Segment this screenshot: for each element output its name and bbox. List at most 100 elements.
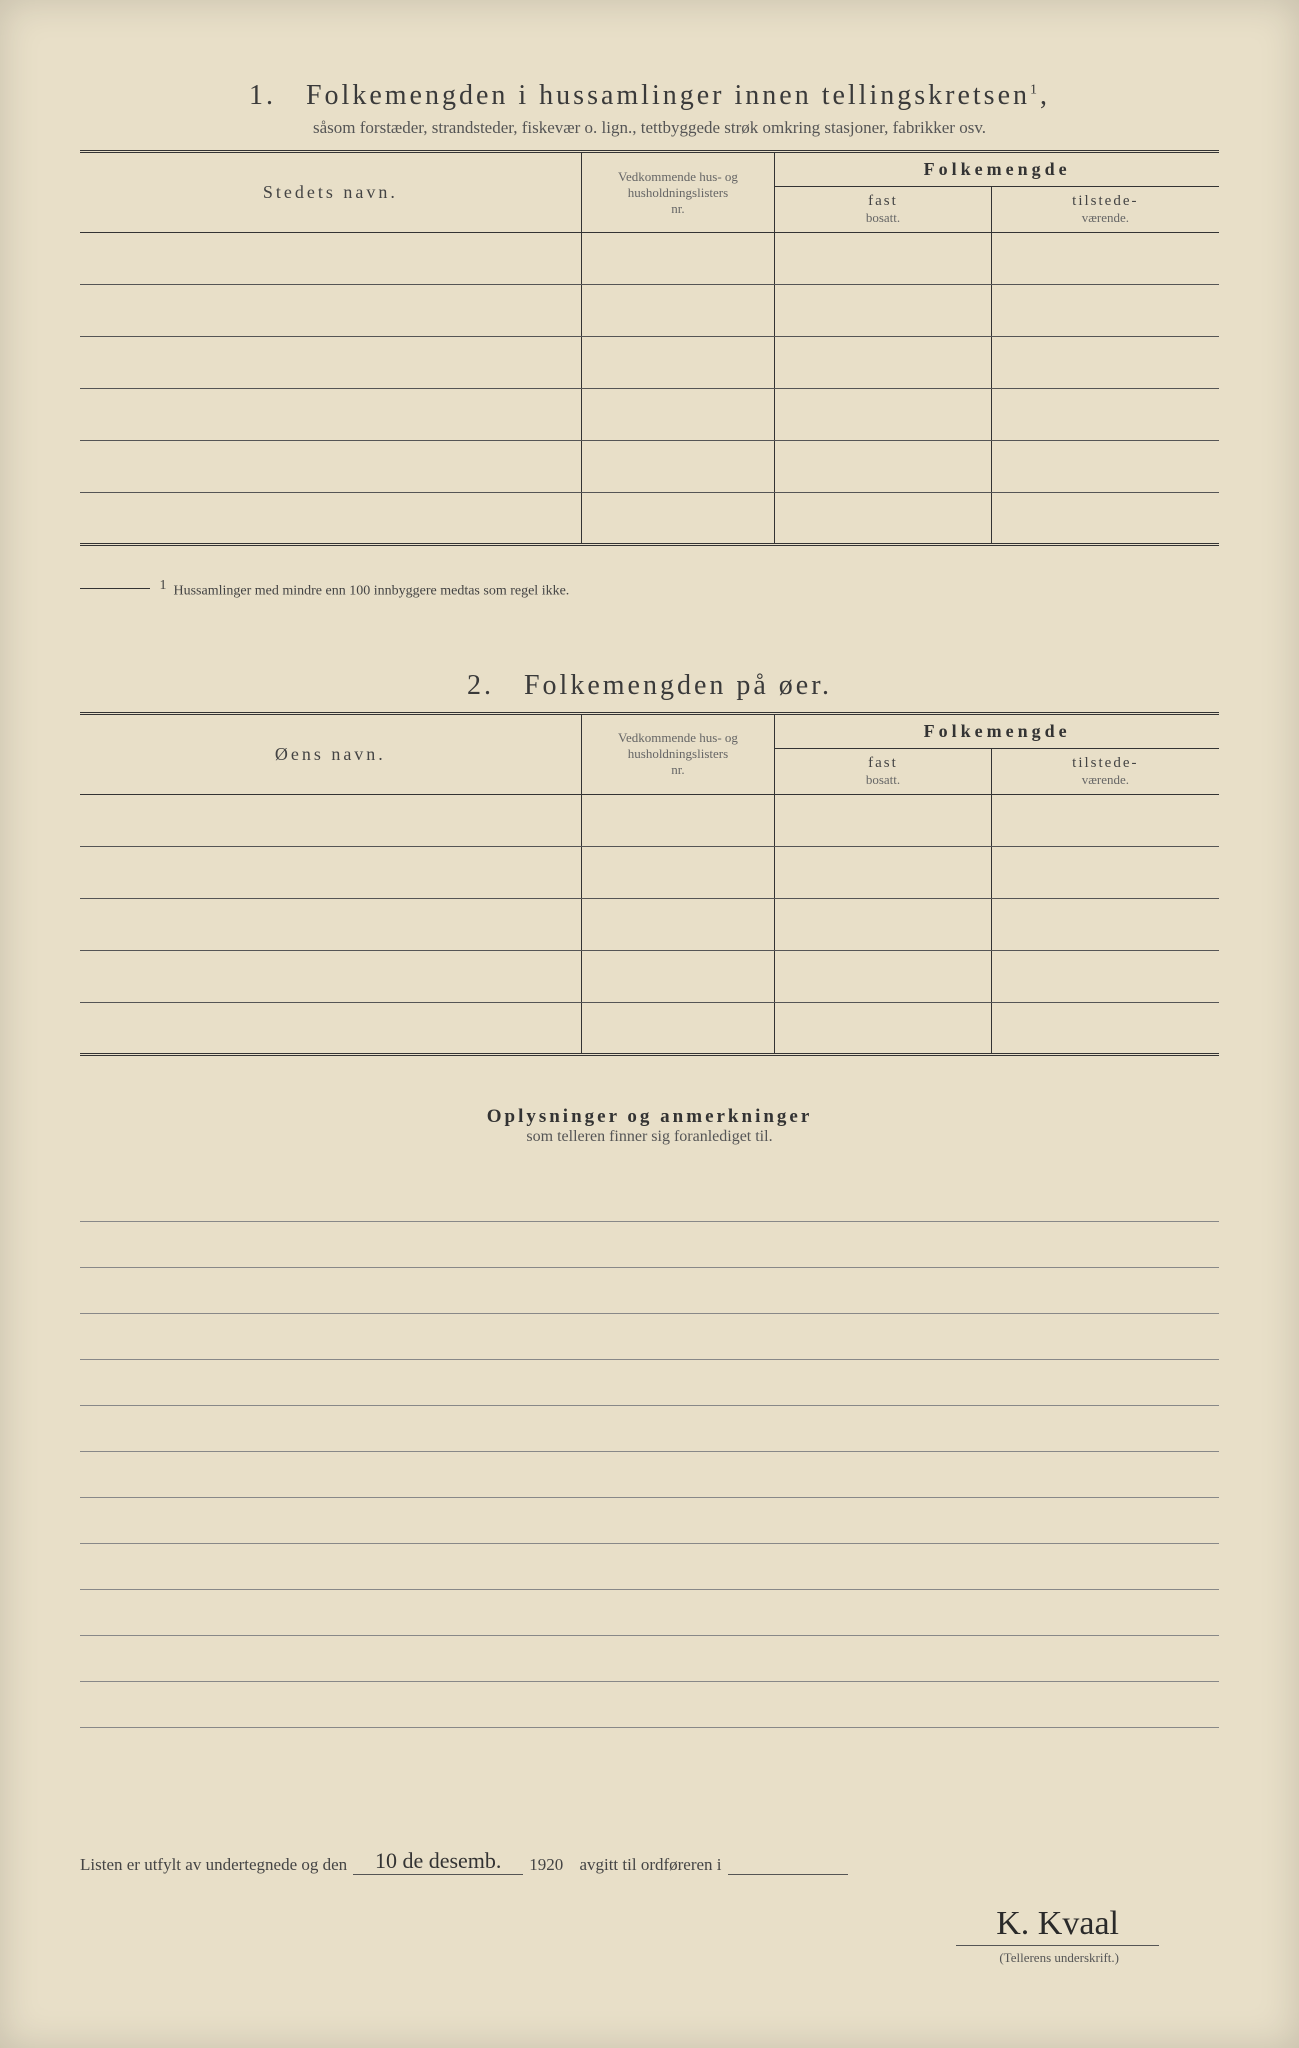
col-tilstede-l2: værende. bbox=[1000, 210, 1211, 226]
section2-title: 2. Folkemengden på øer. bbox=[80, 670, 1219, 702]
table-row bbox=[80, 950, 1219, 1002]
signature-block: K. Kvaal (Tellerens underskrift.) bbox=[80, 1905, 1219, 1966]
table-cell bbox=[775, 493, 991, 545]
sig-place bbox=[728, 1874, 848, 1875]
table-row bbox=[80, 898, 1219, 950]
remarks-subtitle: som telleren finner sig foranlediget til… bbox=[80, 1128, 1219, 1146]
section1-table: Stedets navn. Vedkommende hus- og hushol… bbox=[80, 150, 1219, 546]
ruled-line bbox=[80, 1452, 1219, 1498]
table-row bbox=[80, 285, 1219, 337]
col-tilstede2-l2: værende. bbox=[1000, 772, 1211, 788]
table-cell bbox=[991, 233, 1219, 285]
table-cell bbox=[991, 337, 1219, 389]
col-tilstede2-l1: tilstede- bbox=[1000, 755, 1211, 772]
section1-title: 1. Folkemengden i hussamlinger innen tel… bbox=[80, 80, 1219, 112]
col-folkemengde: Folkemengde bbox=[924, 159, 1071, 179]
remarks-lines bbox=[80, 1176, 1219, 1728]
section2-table: Øens navn. Vedkommende hus- og husholdni… bbox=[80, 712, 1219, 1056]
table-cell bbox=[775, 285, 991, 337]
table-cell bbox=[581, 285, 775, 337]
table-cell bbox=[581, 493, 775, 545]
sig-prefix: Listen er utfylt av undertegnede og den bbox=[80, 1855, 347, 1875]
table-cell bbox=[991, 950, 1219, 1002]
footnote-marker: 1 bbox=[160, 578, 167, 593]
table-cell bbox=[991, 389, 1219, 441]
table-cell bbox=[991, 794, 1219, 846]
ruled-line bbox=[80, 1682, 1219, 1728]
table-cell bbox=[775, 1002, 991, 1054]
table-cell bbox=[80, 441, 581, 493]
section2-number: 2. bbox=[467, 670, 494, 701]
table-cell bbox=[80, 233, 581, 285]
ruled-line bbox=[80, 1544, 1219, 1590]
ruled-line bbox=[80, 1498, 1219, 1544]
table-cell bbox=[775, 337, 991, 389]
signature-row: Listen er utfylt av undertegnede og den … bbox=[80, 1848, 1219, 1875]
table-row bbox=[80, 389, 1219, 441]
ruled-line bbox=[80, 1406, 1219, 1452]
section1-title-sup: 1 bbox=[1030, 83, 1040, 98]
table-cell bbox=[80, 285, 581, 337]
signature-name: K. Kvaal bbox=[956, 1905, 1159, 1946]
col-fast2-l2: bosatt. bbox=[783, 772, 982, 788]
ruled-line bbox=[80, 1590, 1219, 1636]
col-fast-l2: bosatt. bbox=[783, 210, 982, 226]
table-cell bbox=[80, 794, 581, 846]
ruled-line bbox=[80, 1360, 1219, 1406]
remarks-title: Oplysninger og anmerkninger bbox=[80, 1106, 1219, 1128]
table-cell bbox=[991, 846, 1219, 898]
section2-title-text: Folkemengden på øer. bbox=[524, 670, 832, 701]
table-row bbox=[80, 1002, 1219, 1054]
table-row bbox=[80, 493, 1219, 545]
table-row bbox=[80, 233, 1219, 285]
table-cell bbox=[581, 898, 775, 950]
table-cell bbox=[775, 233, 991, 285]
ruled-line bbox=[80, 1636, 1219, 1682]
table-cell bbox=[775, 794, 991, 846]
sig-date: 10 de desemb. bbox=[353, 1848, 523, 1875]
ruled-line bbox=[80, 1176, 1219, 1222]
col-vedkommende-l3: nr. bbox=[590, 201, 767, 217]
table-cell bbox=[581, 233, 775, 285]
table-cell bbox=[991, 441, 1219, 493]
table-cell bbox=[581, 441, 775, 493]
table-cell bbox=[80, 389, 581, 441]
table-row bbox=[80, 846, 1219, 898]
signature-caption: (Tellerens underskrift.) bbox=[80, 1950, 1159, 1966]
table-cell bbox=[581, 1002, 775, 1054]
section1-footnote: 1 Hussamlinger med mindre enn 100 innbyg… bbox=[80, 574, 1219, 600]
col-vedkommende2-l1: Vedkommende hus- og bbox=[590, 730, 767, 746]
table-cell bbox=[991, 285, 1219, 337]
table-cell bbox=[991, 493, 1219, 545]
col-fast-l1: fast bbox=[783, 193, 982, 210]
section1-title-text: Folkemengden i hussamlinger innen tellin… bbox=[306, 80, 1030, 111]
table-cell bbox=[991, 1002, 1219, 1054]
table-cell bbox=[581, 337, 775, 389]
table-cell bbox=[581, 846, 775, 898]
table-cell bbox=[775, 389, 991, 441]
table-cell bbox=[991, 898, 1219, 950]
table-cell bbox=[80, 493, 581, 545]
table-cell bbox=[80, 337, 581, 389]
table-row bbox=[80, 337, 1219, 389]
table-cell bbox=[581, 389, 775, 441]
table-row bbox=[80, 794, 1219, 846]
sig-mid: avgitt til ordføreren i bbox=[579, 1855, 721, 1875]
ruled-line bbox=[80, 1314, 1219, 1360]
table-cell bbox=[581, 794, 775, 846]
section1-subtitle: såsom forstæder, strandsteder, fiskevær … bbox=[80, 118, 1219, 138]
col-tilstede-l1: tilstede- bbox=[1000, 193, 1211, 210]
table-cell bbox=[80, 1002, 581, 1054]
sig-year: 1920 bbox=[529, 1855, 563, 1875]
table-cell bbox=[80, 846, 581, 898]
col-stedet: Stedets navn. bbox=[263, 182, 398, 202]
table-cell bbox=[581, 950, 775, 1002]
table-cell bbox=[775, 950, 991, 1002]
ruled-line bbox=[80, 1222, 1219, 1268]
table-cell bbox=[775, 898, 991, 950]
col-oen: Øens navn. bbox=[275, 744, 386, 764]
col-folkemengde2: Folkemengde bbox=[924, 721, 1071, 741]
ruled-line bbox=[80, 1268, 1219, 1314]
census-form-page: 1. Folkemengden i hussamlinger innen tel… bbox=[0, 0, 1299, 2048]
col-fast2-l1: fast bbox=[783, 755, 982, 772]
